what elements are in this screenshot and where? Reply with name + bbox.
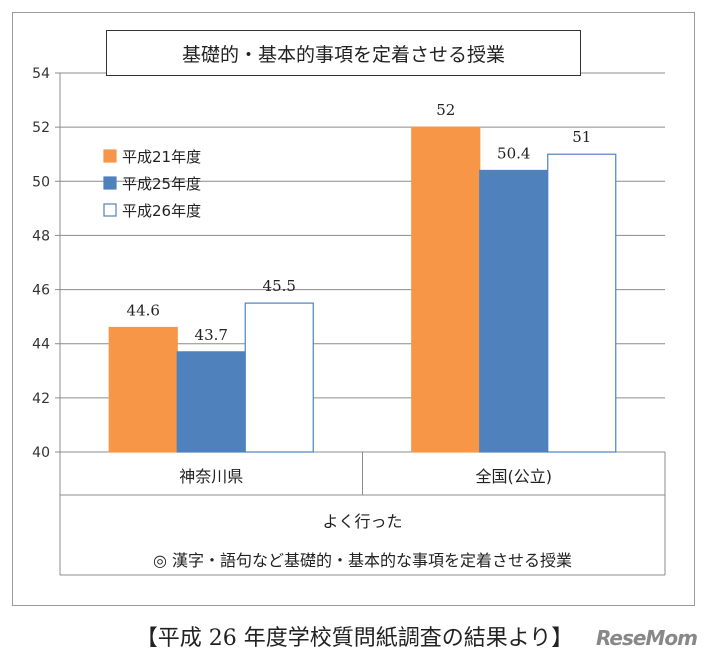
source-caption: 【平成 26 年度学校質問紙調査の結果より】 (135, 626, 574, 651)
y-tick-label-2: 44 (32, 337, 50, 353)
bar-0-1 (176, 351, 246, 453)
y-tick-label-3: 46 (32, 283, 50, 299)
bar-0-2 (244, 302, 314, 453)
y-tick-label-7: 54 (32, 66, 50, 82)
watermark-logo: ReseMom (596, 626, 698, 650)
category-label-1: 全国(公立) (476, 467, 553, 486)
bar-1-2 (547, 153, 617, 453)
y-tick-label-5: 50 (32, 174, 50, 190)
legend-swatch-1 (103, 176, 117, 190)
category-label-0: 神奈川県 (179, 467, 243, 486)
legend-label-2: 平成26年度 (122, 202, 201, 220)
chart-title: 基礎的・基本的事項を定着させる授業 (106, 30, 581, 76)
data-label-1-0: 52 (436, 101, 455, 119)
group-label: よく行った (322, 512, 402, 531)
bar-1-0 (411, 126, 481, 453)
data-label-1-1: 50.4 (497, 144, 530, 162)
y-tick-label-6: 52 (32, 120, 50, 136)
y-tick-label-1: 42 (32, 391, 50, 407)
data-label-0-2: 45.5 (263, 277, 296, 295)
bar-1-1 (479, 169, 549, 453)
data-label-0-0: 44.6 (127, 301, 160, 319)
data-label-1-2: 51 (572, 128, 591, 146)
data-label-0-1: 43.7 (195, 326, 228, 344)
legend-swatch-0 (103, 149, 117, 163)
question-label: ◎ 漢字・語句など基礎的・基本的な事項を定着させる授業 (153, 551, 572, 570)
chart-frame (12, 12, 695, 606)
legend-swatch-2 (103, 203, 117, 217)
y-tick-label-4: 48 (32, 228, 50, 244)
legend-label-1: 平成25年度 (122, 175, 201, 193)
y-tick-label-0: 40 (32, 445, 50, 461)
legend-label-0: 平成21年度 (122, 148, 201, 166)
bar-0-0 (108, 326, 178, 453)
